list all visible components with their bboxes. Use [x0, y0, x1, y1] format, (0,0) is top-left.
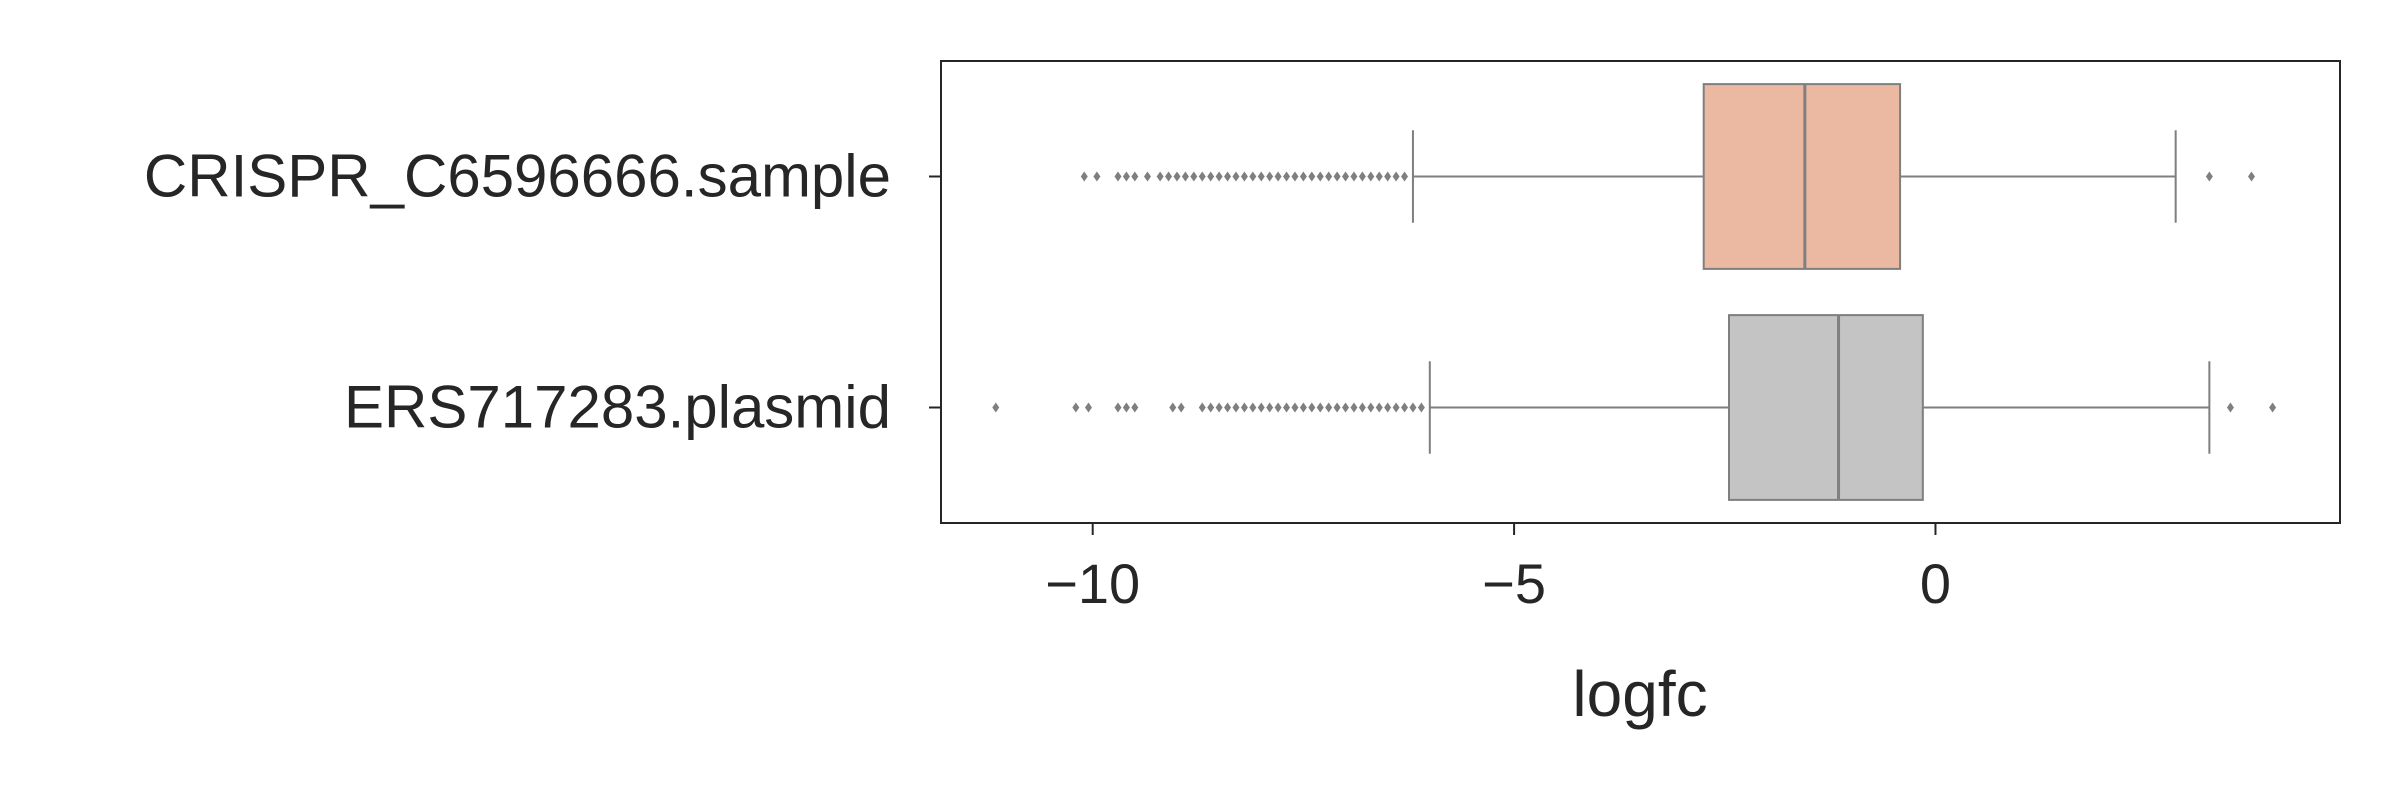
outlier-point	[1325, 402, 1333, 413]
outlier-point	[1207, 402, 1215, 413]
outlier-point	[1350, 171, 1358, 182]
outlier-point	[1122, 402, 1130, 413]
outlier-point	[1325, 171, 1333, 182]
outlier-point	[1375, 171, 1383, 182]
outlier-point	[1274, 402, 1282, 413]
outlier-point	[1240, 402, 1248, 413]
outlier-point	[1316, 171, 1324, 182]
outlier-point	[1266, 171, 1274, 182]
outlier-point	[1333, 171, 1341, 182]
outlier-point	[1316, 402, 1324, 413]
x-tick-label: 0	[1920, 552, 1951, 615]
outlier-point	[1165, 171, 1173, 182]
outlier-point	[1232, 171, 1240, 182]
outlier-point	[1274, 171, 1282, 182]
outlier-point	[1114, 402, 1122, 413]
box-iqr	[1702, 83, 1902, 270]
outlier-point	[1122, 171, 1130, 182]
outlier-point	[1291, 402, 1299, 413]
box-group-1	[992, 314, 2277, 501]
outlier-point	[1224, 402, 1232, 413]
outlier-point	[1392, 402, 1400, 413]
outlier-point	[1358, 402, 1366, 413]
outlier-point	[1131, 402, 1139, 413]
outlier-point	[1131, 171, 1139, 182]
outlier-point	[1084, 402, 1092, 413]
outlier-point	[992, 402, 1000, 413]
plot-area-frame	[940, 60, 2341, 524]
outlier-point	[1367, 402, 1375, 413]
outlier-point	[1257, 402, 1265, 413]
outlier-point	[1401, 402, 1409, 413]
outlier-point	[1342, 402, 1350, 413]
boxes-layer	[992, 83, 2277, 501]
outlier-point	[1093, 171, 1101, 182]
x-tick-label: −10	[1045, 552, 1140, 615]
outlier-point	[1342, 171, 1350, 182]
outlier-point	[1283, 171, 1291, 182]
outlier-point	[1384, 171, 1392, 182]
outlier-point	[1181, 171, 1189, 182]
outlier-point	[1257, 171, 1265, 182]
outlier-point	[1198, 171, 1206, 182]
outlier-point	[1143, 171, 1151, 182]
outlier-point	[1392, 171, 1400, 182]
outlier-point	[1232, 402, 1240, 413]
y-tick-label: ERS717283.plasmid	[344, 374, 891, 441]
outlier-point	[1215, 171, 1223, 182]
outlier-point	[1266, 402, 1274, 413]
outlier-point	[2269, 402, 2277, 413]
outlier-point	[1240, 171, 1248, 182]
box-group-0	[1080, 83, 2256, 270]
outlier-point	[1409, 402, 1417, 413]
outlier-point	[1207, 171, 1215, 182]
outlier-point	[1375, 402, 1383, 413]
outlier-point	[1177, 402, 1185, 413]
outlier-point	[2248, 171, 2256, 182]
outlier-point	[1072, 402, 1080, 413]
outlier-point	[1308, 171, 1316, 182]
x-tick-label: −5	[1482, 552, 1546, 615]
outlier-point	[2205, 171, 2213, 182]
outlier-point	[1401, 171, 1409, 182]
outlier-point	[1080, 171, 1088, 182]
outlier-point	[1350, 402, 1358, 413]
outlier-point	[1367, 171, 1375, 182]
outlier-point	[2226, 402, 2234, 413]
outlier-point	[1384, 402, 1392, 413]
outlier-point	[1173, 171, 1181, 182]
outlier-point	[1291, 171, 1299, 182]
outlier-point	[1283, 402, 1291, 413]
outlier-point	[1249, 171, 1257, 182]
outlier-point	[1308, 402, 1316, 413]
y-axis: CRISPR_C6596666.sample ERS717283.plasmid	[144, 143, 941, 441]
outlier-point	[1299, 171, 1307, 182]
outlier-point	[1299, 402, 1307, 413]
outlier-point	[1114, 171, 1122, 182]
outlier-point	[1417, 402, 1425, 413]
y-tick-label: CRISPR_C6596666.sample	[144, 143, 891, 210]
outlier-point	[1198, 402, 1206, 413]
x-axis: −10 −5 0	[1045, 523, 1951, 615]
box-iqr	[1727, 314, 1924, 501]
outlier-point	[1358, 171, 1366, 182]
outlier-point	[1249, 402, 1257, 413]
x-axis-title: logfc	[1572, 658, 1707, 730]
outlier-point	[1333, 402, 1341, 413]
outlier-point	[1190, 171, 1198, 182]
outlier-point	[1156, 171, 1164, 182]
outlier-point	[1169, 402, 1177, 413]
outlier-point	[1224, 171, 1232, 182]
outlier-point	[1215, 402, 1223, 413]
